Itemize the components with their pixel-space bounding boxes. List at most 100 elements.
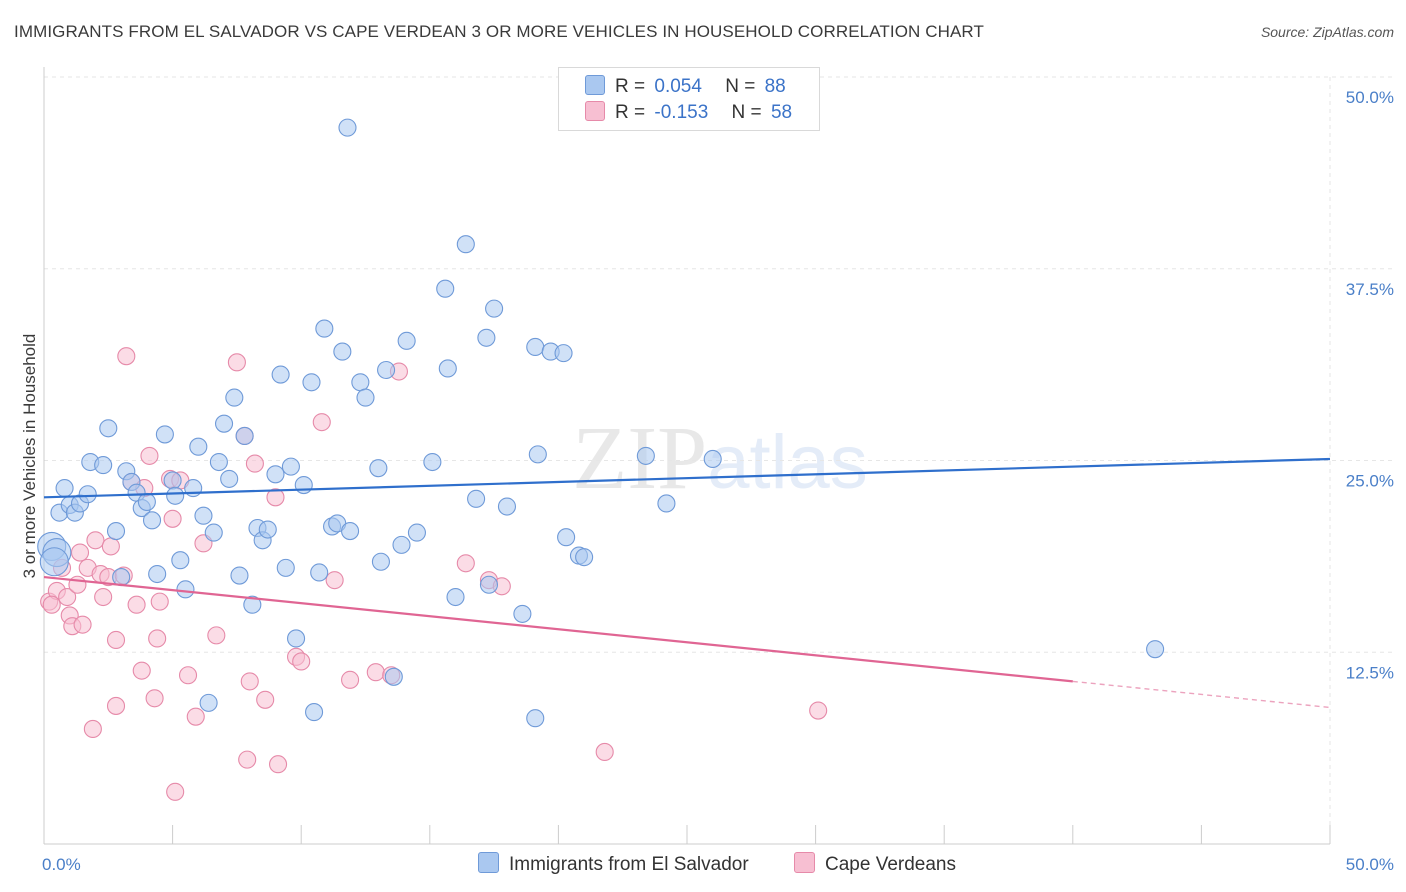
el-salvador-point [137,492,156,511]
el-salvador-point [176,580,195,599]
el-salvador-point [294,475,313,495]
el-salvador-point [392,535,411,554]
cape-verdeans-point [127,595,146,614]
legend-r-label: R = [615,102,646,123]
cape-verdeans-point [240,672,259,691]
bottom-legend-swatch-blue [478,852,499,873]
el-salvador-point [338,118,357,137]
cape-verdeans-point [86,531,105,550]
el-salvador-point [163,471,182,490]
el-salvador-point [397,331,416,350]
cape-verdeans-point [101,537,120,556]
cape-verdeans-point [58,587,77,607]
el-salvador-point [479,575,499,594]
bottom-legend-cape-verdeans: Cape Verdeans [794,852,956,876]
el-salvador-point [209,452,228,472]
el-salvador-point [271,365,290,384]
cape-verdeans-point [312,413,331,432]
el-salvador-point [554,344,573,363]
el-salvador-point [526,337,545,357]
el-salvador-point [55,479,74,498]
cape-verdeans-point [325,571,344,590]
cape-verdeans-point [456,554,475,573]
el-salvador-point [315,319,334,338]
el-salvador-point [497,497,517,516]
cape-verdeans-point [207,626,226,645]
legend-n-label: N = [731,102,762,123]
el-salvador-point [199,693,218,712]
el-salvador-point [94,456,113,475]
el-salvador-point [78,485,97,504]
el-salvador-point [155,425,174,444]
el-salvador-point [384,667,403,686]
legend-r-value: -0.153 [654,102,709,123]
el-salvador-point [1146,640,1165,659]
el-salvador-point [99,419,118,438]
el-salvador-trend-line [43,457,1331,499]
cape-verdeans-point [178,666,198,685]
cape-verdeans-point [366,663,385,682]
cape-verdeans-point [163,509,182,528]
bottom-legend-el-salvador: Immigrants from El Salvador [478,852,749,876]
el-salvador-point [281,457,300,476]
legend-swatch-blue [585,75,605,95]
el-salvador-point [243,595,262,614]
axes [43,67,1331,845]
watermark-atlas: atlas [707,420,868,505]
el-salvador-point [377,360,396,380]
el-salvador-point [214,414,234,433]
el-salvador-point [112,568,131,587]
el-salvador-point [171,551,190,570]
legend-n-value: 88 [764,76,786,97]
el-salvador-point [485,299,504,318]
cape-verdeans-point [269,755,288,774]
legend-row-cape-verdeans: R = -0.153 N = 58 [585,101,792,125]
el-salvador-point [351,373,370,392]
cape-verdeans-point [148,629,167,648]
el-salvador-point [204,523,223,542]
el-salvador-point [276,558,295,577]
cape-verdeans-point [186,707,205,726]
y-tick-label: 50.0% [1346,88,1394,107]
chart-source: Source: ZipAtlas.com [1260,24,1394,40]
el-salvador-point [194,506,213,525]
y-tick-label: 12.5% [1346,663,1394,682]
cape-verdeans-point [106,630,126,650]
el-salvador-point [235,426,254,446]
el-salvador-point [526,709,545,728]
el-salvador-point [528,445,547,464]
el-salvador-point [513,604,532,623]
cape-verdeans-point [83,719,102,739]
el-salvador-point [220,469,239,488]
cape-verdeans-point [809,701,828,720]
cape-verdeans-point [94,587,113,607]
el-salvador-point [341,522,360,541]
el-salvador-point [436,279,455,298]
el-salvador-point [230,566,249,585]
cape-verdeans-point [150,592,169,611]
el-salvador-point [305,703,324,722]
cape-verdeans-point [145,689,164,708]
cape-verdeans-point [341,670,360,689]
el-salvador-point [302,373,321,392]
el-salvador-point [287,629,306,648]
cape-verdeans-point [140,446,159,465]
el-salvador-point [423,452,442,472]
el-salvador-point [39,547,69,577]
el-salvador-point [148,564,167,584]
x-tick-label: 0.0% [42,855,81,874]
cape-verdeans-point [292,652,311,671]
el-salvador-points [37,118,1165,728]
cape-verdeans-point [132,661,151,680]
y-tick-label: 25.0% [1346,472,1394,491]
stats-legend: R = 0.054 N = 88 R = -0.153 N = 58 [558,67,820,131]
legend-row-el-salvador: R = 0.054 N = 88 [585,75,786,99]
el-salvador-point [106,522,126,541]
cape-verdeans-point [245,454,264,473]
cape-verdeans-point [42,595,61,614]
tick-labels: 12.5% 25.0% 37.5% 50.0% 0.0% 50.0% [42,88,1394,874]
el-salvador-point [575,548,594,567]
el-salvador-point [333,342,352,361]
cape-verdeans-point [106,696,126,715]
cape-verdeans-point [73,615,92,634]
